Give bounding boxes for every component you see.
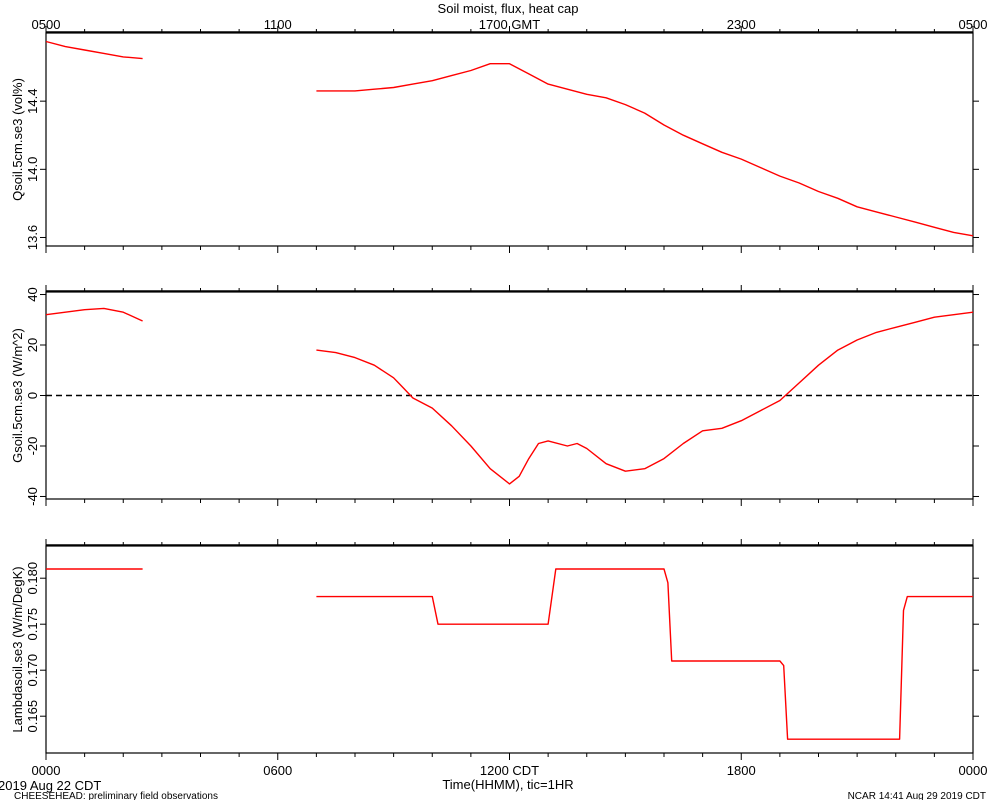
y-axis-label: Gsoil.5cm.se3 (W/m^2): [10, 328, 25, 463]
x-axis-label: Time(HHMM), tic=1HR: [442, 777, 573, 792]
footer-ncar-note: NCAR 14:41 Aug 29 2019 CDT: [848, 791, 986, 800]
panel-frame: [45, 545, 974, 754]
x-tick-label: 0000: [959, 763, 988, 778]
x-tick-label: 1200 CDT: [480, 763, 539, 778]
top-x-tick-label: 1100: [264, 17, 292, 32]
series-line: [316, 311, 974, 485]
footer-date: 2019 Aug 22 CDT: [0, 778, 101, 793]
x-tick-label: 0600: [263, 763, 292, 778]
footer-note: CHEESEHEAD: preliminary field observatio…: [14, 791, 218, 800]
series-line: [316, 63, 974, 237]
top-x-tick-label: 2300: [727, 17, 756, 32]
top-x-tick-label: 0500: [959, 17, 988, 32]
series-line: [45, 307, 143, 322]
y-tick-label: 40: [25, 287, 40, 301]
panel-2: [40, 285, 979, 506]
y-tick-label: -40: [25, 487, 40, 506]
y-tick-label: 0.180: [25, 562, 40, 595]
y-tick-label: 14.4: [25, 89, 40, 114]
chart-title: Soil moist, flux, heat cap: [438, 1, 579, 16]
panel-frame: [45, 32, 974, 247]
top-x-tick-label: 1700 GMT: [479, 17, 540, 32]
series-line: [45, 40, 143, 60]
y-tick-label: 13.6: [25, 225, 40, 250]
panel-1: [40, 26, 979, 253]
x-tick-label: 1800: [727, 763, 756, 778]
y-axis-label: Lambdasoil.se3 (W/m/DegK): [10, 566, 25, 732]
y-tick-label: 14.0: [25, 157, 40, 182]
series-line: [316, 568, 973, 740]
y-tick-label: 0.170: [25, 654, 40, 687]
top-x-tick-label: 0500: [32, 17, 61, 32]
y-tick-label: 0: [25, 392, 40, 399]
panel-3: [40, 539, 979, 760]
x-tick-label: 0000: [32, 763, 61, 778]
y-tick-label: 0.175: [25, 608, 40, 641]
y-tick-label: -20: [25, 437, 40, 456]
y-tick-label: 20: [25, 338, 40, 352]
y-axis-label: Qsoil.5cm.se3 (vol%): [10, 78, 25, 201]
y-tick-label: 0.165: [25, 700, 40, 733]
